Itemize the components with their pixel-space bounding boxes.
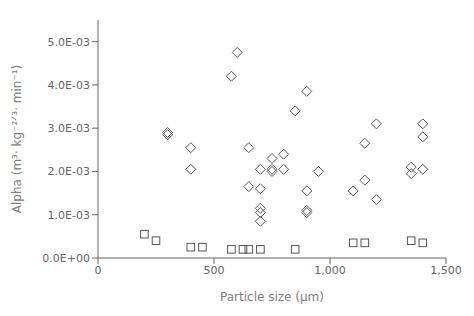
svg-text:Alpha (m³· kg⁻²ᐟ³· min⁻¹): Alpha (m³· kg⁻²ᐟ³· min⁻¹) (10, 65, 24, 213)
svg-text:3.0E-03: 3.0E-03 (48, 122, 90, 135)
svg-text:Particle size (μm): Particle size (μm) (220, 290, 324, 304)
svg-text:1,500: 1,500 (430, 264, 462, 277)
svg-text:5.0E-03: 5.0E-03 (48, 36, 90, 49)
svg-text:0: 0 (95, 264, 102, 277)
svg-text:2.0E-03: 2.0E-03 (48, 165, 90, 178)
svg-text:4.0E-03: 4.0E-03 (48, 79, 90, 92)
svg-text:1,000: 1,000 (314, 264, 346, 277)
svg-text:500: 500 (204, 264, 225, 277)
svg-text:1.0E-03: 1.0E-03 (48, 209, 90, 222)
svg-text:0.0E+00: 0.0E+00 (42, 252, 90, 265)
